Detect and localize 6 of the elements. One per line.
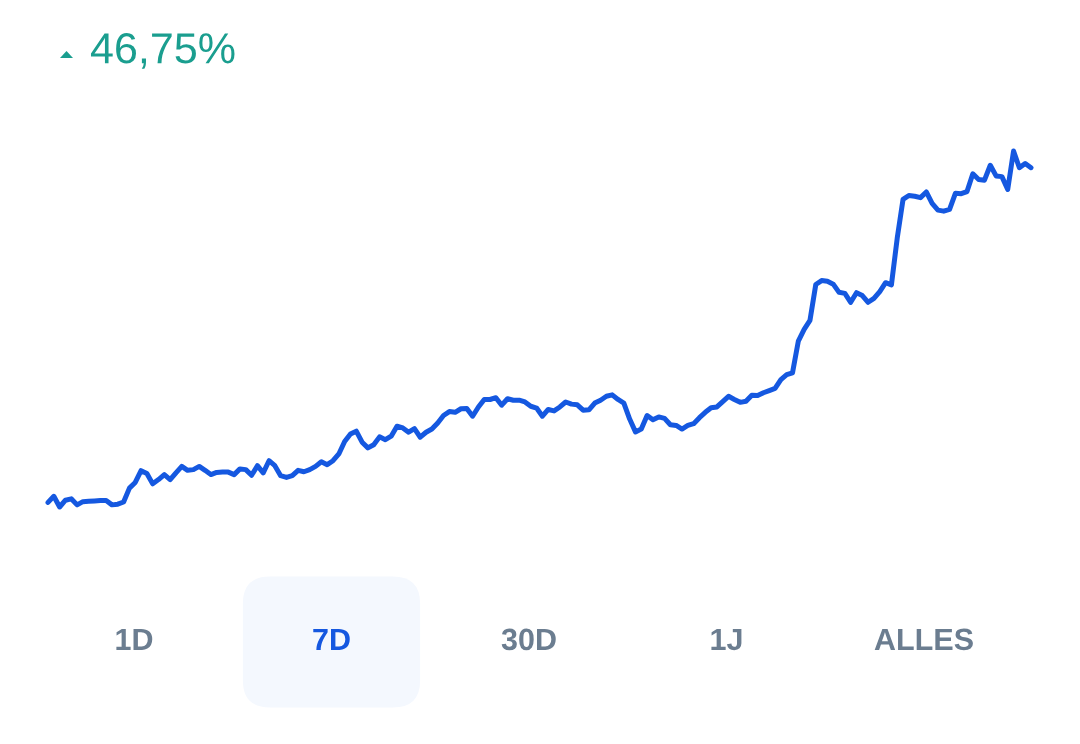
text: ALLES bbox=[874, 628, 973, 651]
text: 7D bbox=[313, 628, 350, 650]
chart-title: 46,75% bbox=[90, 33, 235, 69]
text: 30D bbox=[501, 628, 556, 651]
text: 1J bbox=[711, 628, 742, 651]
text: 1D bbox=[116, 628, 153, 650]
